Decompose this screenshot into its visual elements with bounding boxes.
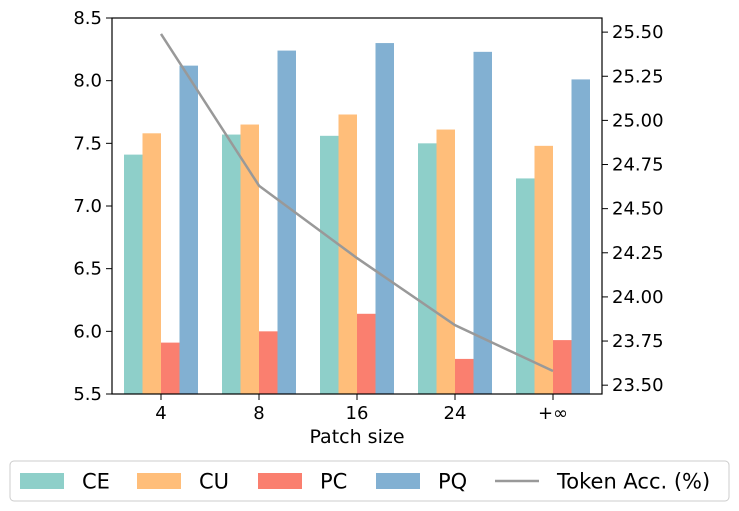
x-tick-label: 24 [444,403,467,424]
y-right-tick-label: 24.75 [612,155,664,176]
bar-cu-1 [240,124,259,395]
bar-pq-4 [571,79,590,394]
legend-label: PQ [438,470,467,494]
y-left-tick-label: 6.0 [73,321,102,342]
legend-swatch-pc [258,473,302,489]
bar-ce-1 [222,134,241,394]
legend-swatch-cu [137,473,181,489]
y-right-tick-label: 24.25 [612,243,664,264]
bar-pq-1 [277,50,296,394]
bar-pq-2 [375,43,394,395]
bar-pc-2 [357,313,376,394]
y-right-tick-label: 23.50 [612,375,664,396]
bar-ce-0 [124,154,143,394]
bar-cu-4 [534,145,553,394]
bar-pc-0 [161,342,180,394]
y-left-tick-label: 7.0 [73,196,102,217]
legend-label: PC [320,470,347,494]
y-right-tick-label: 23.75 [612,331,664,352]
bar-ce-2 [320,135,339,394]
x-axis-label: Patch size [309,426,404,448]
legend-swatch-pq [376,473,420,489]
x-tick-label: 4 [155,403,166,424]
bar-pc-3 [455,358,474,394]
bars-layer [124,43,590,395]
bar-pq-0 [179,65,198,395]
legend-label: CE [82,470,110,494]
y-right-tick-label: 24.50 [612,199,664,220]
bar-cu-0 [142,133,161,394]
y-left-tick-label: 5.5 [73,384,102,405]
line-layer [159,33,554,373]
bar-ce-4 [516,178,535,394]
bar-cu-3 [436,129,455,394]
legend-swatch-ce [20,473,64,489]
x-tick-label: 16 [346,403,369,424]
x-axis: 4 8 16 24 +∞ [155,394,568,424]
x-tick-label: +∞ [538,403,568,424]
bar-ce-3 [418,143,437,394]
y-axis-left: 5.5 6.0 6.5 7.0 7.5 8.0 8.5 [73,8,112,405]
y-left-tick-label: 8.0 [73,71,102,92]
y-right-tick-label: 25.50 [612,22,664,43]
legend-label: Token Acc. (%) [556,470,710,494]
bar-pq-3 [473,51,492,395]
legend-label: CU [199,470,229,494]
y-left-tick-label: 7.5 [73,133,102,154]
bar-pc-1 [259,331,278,394]
y-right-tick-label: 24.00 [612,287,664,308]
y-axis-right: 23.50 23.75 24.00 24.25 24.50 24.75 25.00 25.25… [602,22,664,396]
y-right-tick-label: 25.25 [612,66,664,87]
bar-cu-2 [338,114,357,395]
bar-pc-4 [553,340,572,394]
y-left-tick-label: 8.5 [73,8,102,29]
y-left-tick-label: 6.5 [73,259,102,280]
token-acc-line [159,33,554,373]
legend-frame [9,460,730,502]
y-right-tick-label: 25.00 [612,110,664,131]
x-tick-label: 8 [253,403,264,424]
legend: CE CU PC PQ Token Acc. (%) [9,460,730,502]
